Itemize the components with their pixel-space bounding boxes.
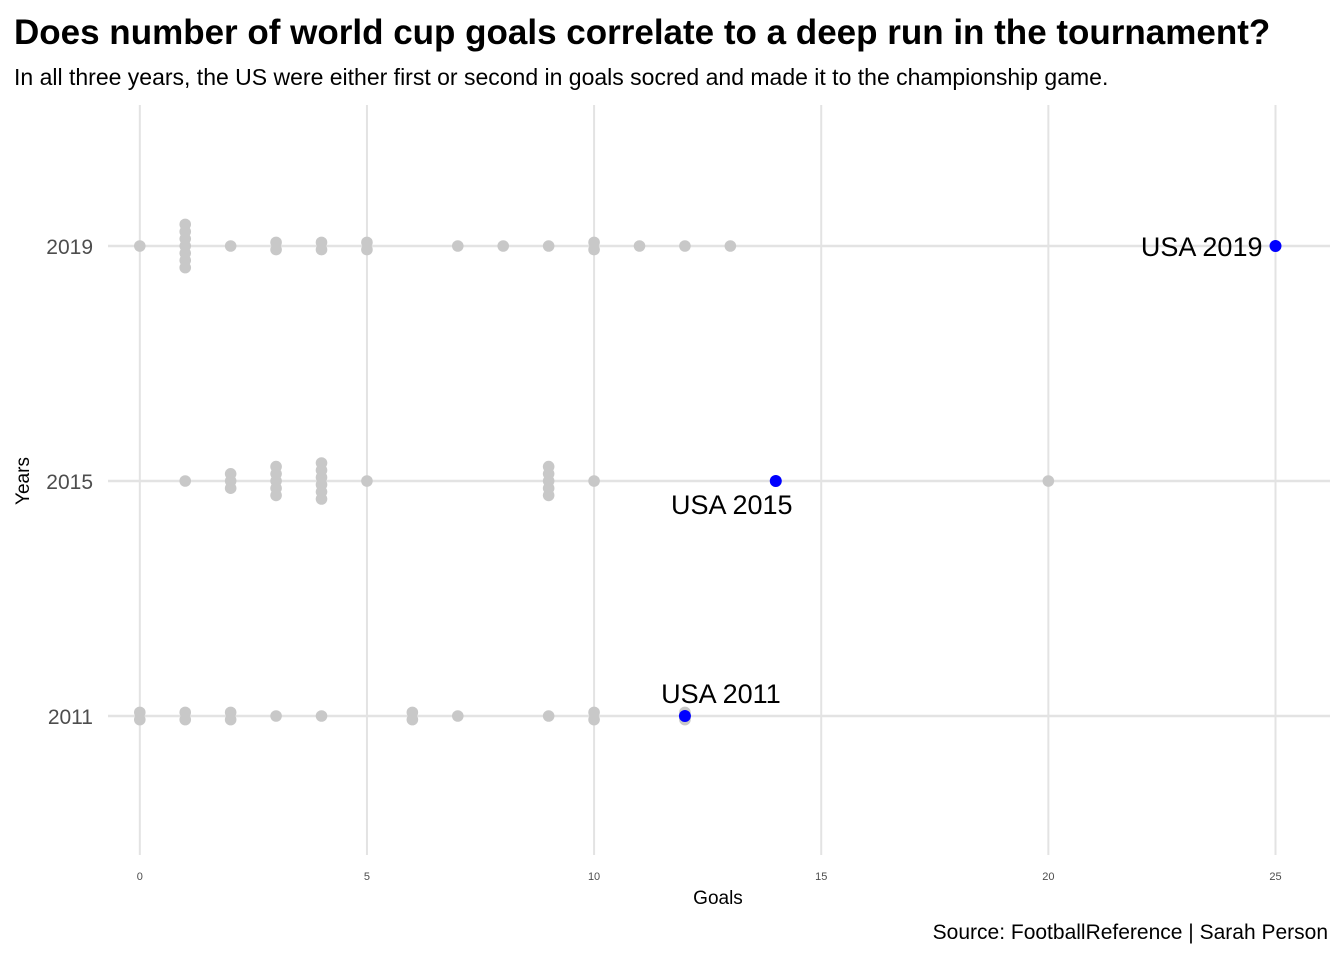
data-point [179,713,192,726]
data-point [542,489,555,502]
x-tick-label: 20 [1042,871,1054,883]
data-point [406,713,419,726]
data-point [224,713,237,726]
x-tick-label: 10 [588,871,600,883]
annotations: USA 2011 USA 2015 USA 2019 [661,232,1262,709]
data-point [588,713,600,726]
data-point [497,240,510,252]
data-point [1042,475,1055,487]
y-axis-title: Years [13,457,34,505]
data-point [451,710,464,722]
x-tick-label: 0 [137,871,143,883]
usa-highlight-point [769,475,782,487]
x-axis-title: Goals [693,888,743,909]
y-tick-label: 2015 [46,471,93,494]
grid [108,105,1330,855]
data-point [315,493,328,505]
y-tick-label: 2019 [46,236,93,259]
data-point [270,489,282,502]
x-tick-label: 25 [1269,871,1281,883]
data-point [179,475,192,487]
data-point [588,243,600,256]
x-tick-label: 5 [364,871,370,883]
data-point [133,713,146,726]
data-point [315,710,328,722]
usa-annotation: USA 2011 [661,679,781,709]
chart-caption: Source: FootballReference | Sarah Person [932,921,1328,944]
usa-highlight-point [1269,240,1282,252]
data-point [361,475,373,487]
data-point [179,261,192,274]
data-point [315,243,328,256]
data-point [224,482,237,495]
usa-annotation: USA 2015 [671,490,793,520]
x-tick-label: 15 [815,871,827,883]
data-point [133,240,146,252]
data-point [451,240,464,252]
y-tick-label: 2011 [48,706,93,729]
data-point [588,475,600,487]
data-point [224,240,237,252]
usa-highlight-point [678,710,691,722]
data-point [633,240,646,252]
usa-annotation: USA 2019 [1141,232,1263,262]
points [133,218,1282,726]
axes: 2011 2015 2019 0 5 10 15 20 25 Goals Years [13,236,1282,909]
data-point [270,243,282,256]
chart-title: Does number of world cup goals correlate… [14,13,1271,52]
data-point [270,710,282,722]
data-point [361,243,373,256]
chart-subtitle: In all three years, the US were either f… [14,64,1109,90]
data-point [542,710,555,722]
data-point [679,240,691,252]
data-point [724,240,737,252]
data-point [542,240,555,252]
